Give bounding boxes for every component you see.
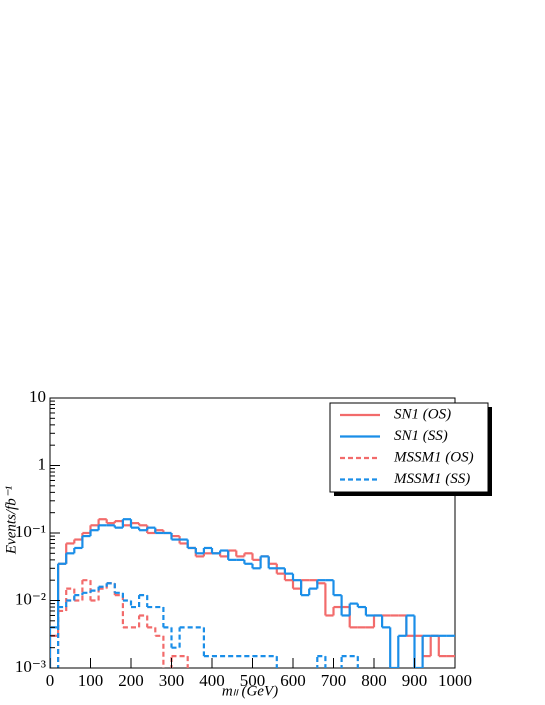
y-tick-label: 10⁻¹	[15, 522, 46, 541]
x-tick-label: 300	[159, 671, 185, 690]
x-tick-label: 0	[46, 671, 55, 690]
legend-box	[329, 402, 489, 493]
x-tick-label: 400	[199, 671, 225, 690]
x-tick-label: 100	[78, 671, 104, 690]
x-tick-label: 1000	[438, 671, 472, 690]
y-tick-label: 1	[38, 454, 47, 473]
x-tick-label: 200	[118, 671, 144, 690]
x-tick-label: 900	[402, 671, 428, 690]
x-tick-label: 800	[361, 671, 387, 690]
x-axis-label: mₗₗ (GeV)	[222, 683, 278, 699]
y-tick-label: 10	[29, 387, 46, 406]
legend-label: SN1 (OS)	[394, 406, 451, 422]
x-tick-label: 500	[240, 671, 266, 690]
x-tick-label: 700	[321, 671, 347, 690]
y-tick-label: 10⁻³	[15, 657, 46, 676]
x-tick-label: 600	[280, 671, 306, 690]
legend-label: MSSM1 (SS)	[393, 471, 470, 487]
legend-label: MSSM1 (OS)	[393, 449, 474, 465]
y-axis-label: Events/fb⁻¹	[3, 485, 19, 555]
y-tick-label: 10⁻²	[15, 589, 46, 608]
data-layer	[50, 518, 455, 668]
legend-label: SN1 (SS)	[394, 428, 448, 444]
